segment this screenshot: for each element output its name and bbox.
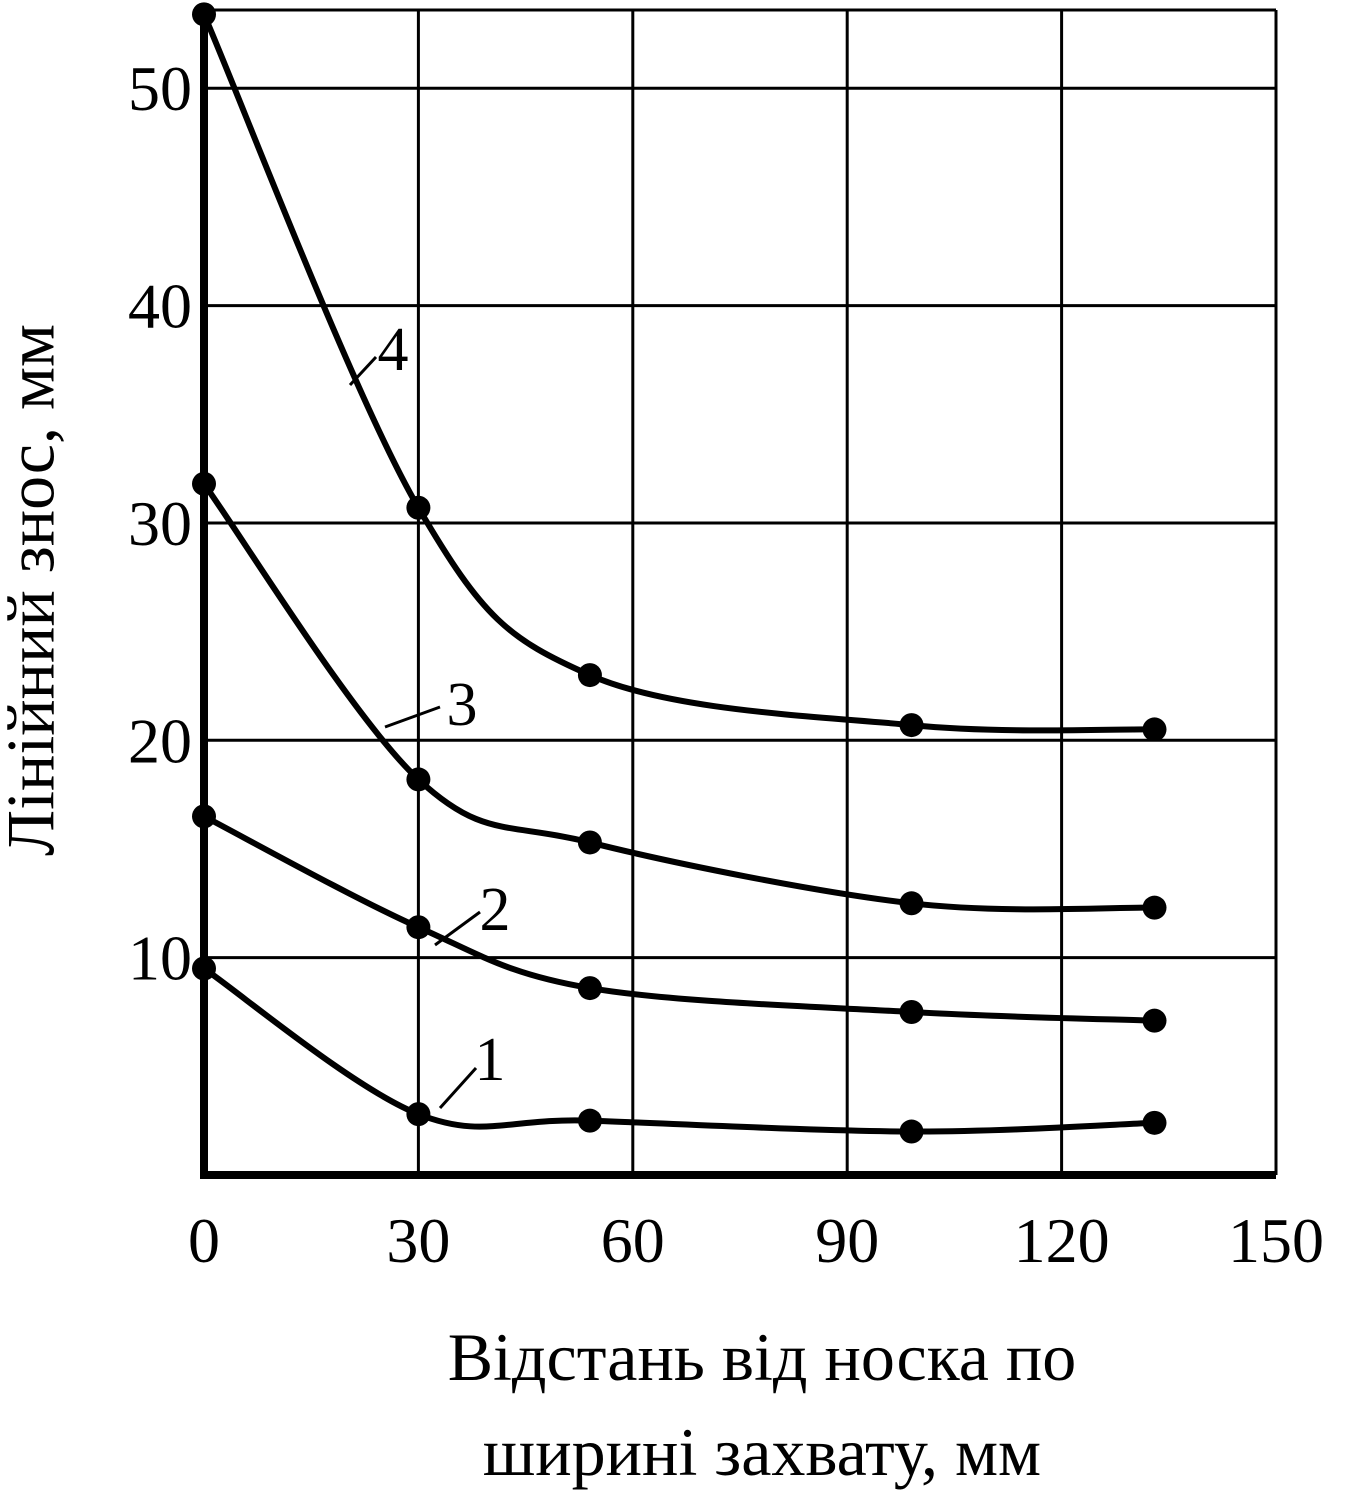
y-tick-label: 50 (128, 53, 192, 124)
data-point (899, 713, 924, 738)
y-tick-label: 30 (128, 488, 192, 559)
y-tick-label: 40 (128, 271, 192, 342)
leader-line (348, 355, 378, 387)
data-point (899, 891, 924, 916)
leader-line (438, 1066, 478, 1110)
data-point (406, 495, 431, 520)
series-line (202, 813, 1155, 1024)
series-line (202, 966, 1155, 1135)
x-tick-label: 30 (386, 1205, 450, 1276)
data-point (577, 663, 602, 688)
data-point (899, 999, 924, 1024)
x-axis-label: Відстань від носка по (448, 1319, 1077, 1395)
y-tick-label: 10 (128, 923, 192, 994)
leader-line (384, 705, 441, 729)
curve-label: 2 (480, 876, 511, 944)
series-line (201, 13, 1155, 734)
data-point (1142, 1110, 1167, 1135)
y-axis-label: Лінійний знос, мм (0, 324, 69, 856)
data-point (192, 471, 216, 496)
data-point (192, 956, 216, 981)
data-point (1142, 717, 1167, 742)
data-point (192, 804, 216, 829)
data-point (577, 976, 602, 1001)
data-point (1142, 895, 1167, 920)
x-tick-label: 60 (601, 1205, 665, 1276)
x-tick-label: 0 (188, 1205, 220, 1276)
curve-label: 1 (475, 1026, 506, 1094)
data-point (899, 1119, 924, 1144)
data-point (192, 2, 216, 27)
data-point (406, 915, 431, 940)
data-point (577, 830, 602, 855)
x-tick-label: 90 (815, 1205, 879, 1276)
data-point (406, 767, 431, 792)
x-tick-label: 120 (1014, 1205, 1110, 1276)
curve-label: 4 (378, 316, 409, 384)
x-tick-label: 150 (1228, 1205, 1324, 1276)
x-axis-label: ширині захвату, мм (483, 1414, 1041, 1490)
curve-label: 3 (447, 671, 478, 739)
data-point (406, 1102, 431, 1127)
y-tick-label: 20 (128, 705, 192, 776)
leader-line (434, 910, 481, 947)
series-line (201, 482, 1155, 913)
data-point (577, 1108, 602, 1133)
data-point (1142, 1008, 1167, 1033)
